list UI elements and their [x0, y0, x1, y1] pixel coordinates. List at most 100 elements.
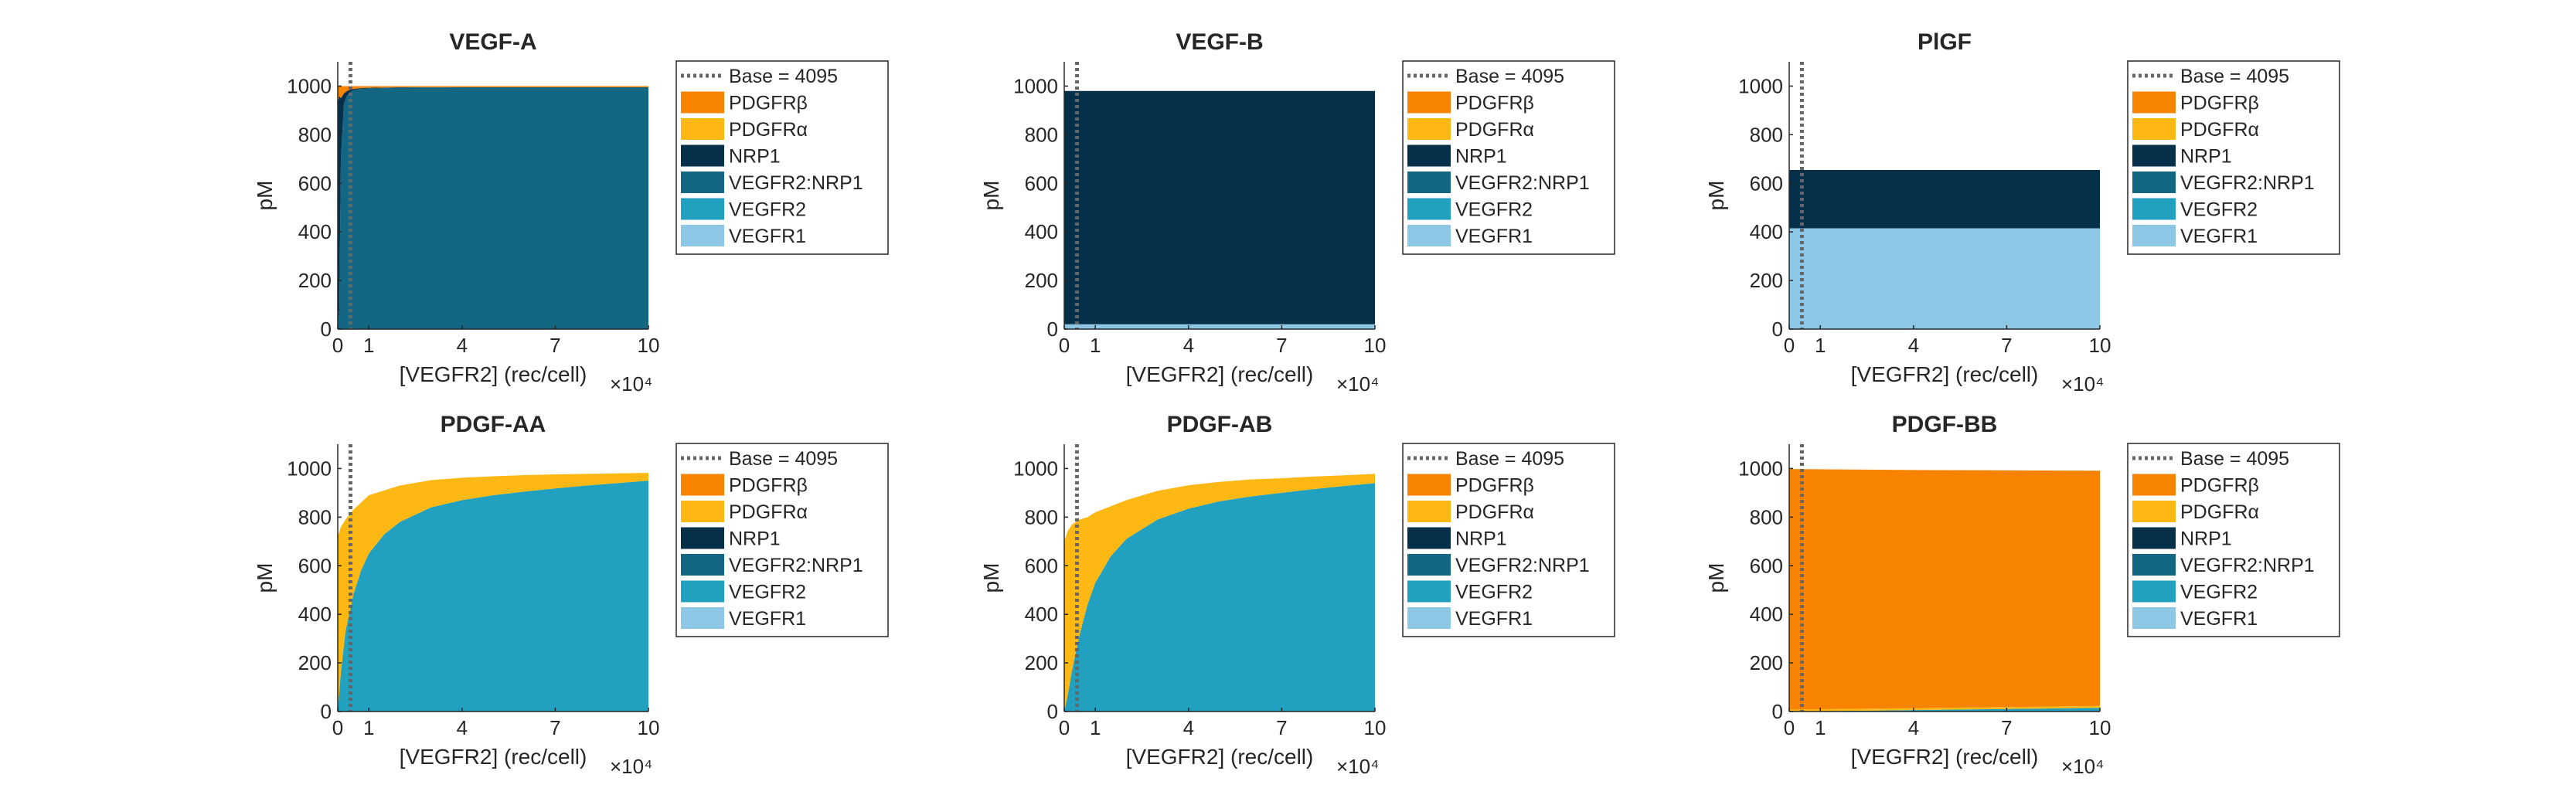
- legend-swatch: [681, 144, 724, 167]
- y-tick-label: 600: [298, 172, 332, 195]
- legend-item: NRP1: [1407, 144, 1507, 168]
- x-tick-label: 10: [1364, 716, 1387, 739]
- legend-swatch: [1407, 144, 1451, 167]
- y-tick-label: 200: [1750, 269, 1783, 292]
- x-tick-label: 1: [363, 334, 374, 357]
- legend-swatch: [2132, 580, 2176, 603]
- legend-item: VEGFR1: [1407, 607, 1533, 630]
- legend-swatch: [1407, 580, 1451, 603]
- area-pdgfrb: [1789, 469, 2100, 710]
- y-tick-label: 800: [298, 505, 332, 528]
- x-tick-label: 7: [2001, 716, 2012, 739]
- x-tick-label: 4: [1908, 334, 1919, 357]
- legend-item: PDGFRα: [681, 501, 808, 523]
- chart-title: PDGF-AB: [1167, 412, 1273, 437]
- x-tick-label: 4: [457, 716, 468, 739]
- x-axis-label: [VEGFR2] (rec/cell): [400, 362, 587, 386]
- legend-label: PDGFRα: [729, 501, 808, 523]
- legend-label: PDGFRα: [2180, 119, 2259, 141]
- y-axis-label: pM: [1704, 181, 1728, 211]
- legend-item: VEGFR2:NRP1: [1407, 554, 1590, 576]
- legend-item: VEGFR2:NRP1: [681, 554, 863, 576]
- legend-label: VEGFR2:NRP1: [2180, 172, 2315, 194]
- stacked-areas: [338, 473, 648, 712]
- legend-item: PDGFRβ: [681, 91, 808, 114]
- chart-title: PDGF-BB: [1892, 412, 1998, 437]
- legend-label: Base = 4095: [729, 448, 838, 470]
- legend-label: PDGFRβ: [729, 93, 808, 114]
- legend-label: PDGFRα: [1455, 501, 1534, 523]
- y-tick-label: 1000: [287, 74, 332, 97]
- legend-swatch: [2132, 172, 2176, 193]
- y-tick-label: 200: [1025, 269, 1058, 292]
- x-tick-label: 4: [457, 334, 468, 357]
- x-tick-label: 4: [1908, 716, 1919, 739]
- legend-item: NRP1: [2132, 144, 2232, 168]
- x-axis-exponent: ×10⁴: [1336, 372, 1379, 396]
- legend-swatch: [1407, 225, 1451, 246]
- x-tick-label: 1: [1090, 716, 1101, 739]
- y-tick-label: 600: [1750, 172, 1783, 195]
- legend-item: VEGFR2: [1407, 198, 1533, 221]
- area-pdgfra: [338, 473, 648, 712]
- legend-label: VEGFR1: [1455, 226, 1533, 247]
- legend-swatch: [681, 172, 724, 193]
- legend-label: PDGFRα: [729, 119, 808, 141]
- legend-item: VEGFR2: [681, 198, 806, 221]
- legend-label: Base = 4095: [729, 66, 838, 87]
- legend-item: VEGFR2: [681, 580, 806, 603]
- y-tick-label: 800: [1025, 505, 1058, 528]
- y-axis-label: pM: [253, 563, 277, 593]
- legend: Base = 4095 PDGFRβ PDGFRα NRP1 VEGFR2:NRP1 VE…: [675, 60, 889, 255]
- x-axis-exponent: ×10⁴: [2061, 372, 2104, 396]
- legend-item: PDGFRα: [2132, 501, 2259, 523]
- legend-item: VEGFR1: [2132, 607, 2258, 630]
- legend-label: PDGFRβ: [729, 475, 808, 497]
- legend: Base = 4095 PDGFRβ PDGFRα NRP1 VEGFR2:NRP1 VE…: [1402, 60, 1615, 255]
- x-tick-label: 0: [332, 716, 343, 739]
- x-tick-label: 10: [2089, 716, 2112, 739]
- legend-swatch: [681, 580, 724, 603]
- legend-item: VEGFR2: [2132, 198, 2258, 221]
- legend-swatch: [681, 118, 724, 140]
- x-axis-label: [VEGFR2] (rec/cell): [400, 745, 587, 769]
- legend-label: Base = 4095: [1455, 448, 1564, 470]
- x-axis-exponent: ×10⁴: [2061, 755, 2104, 778]
- y-tick-label: 1000: [1738, 457, 1783, 480]
- y-tick-label: 1000: [287, 457, 332, 480]
- area-nrp1: [1064, 90, 1375, 324]
- legend-swatch: [681, 501, 724, 522]
- x-axis-exponent: ×10⁴: [1336, 755, 1379, 778]
- legend-item: PDGFRβ: [681, 474, 808, 497]
- y-axis-label: pM: [253, 181, 277, 211]
- legend-swatch: [681, 198, 724, 220]
- legend-label: PDGFRβ: [1455, 93, 1534, 114]
- legend-label: Base = 4095: [2180, 66, 2289, 87]
- chart-title: PDGF-AA: [441, 412, 546, 437]
- y-tick-label: 400: [1750, 220, 1783, 243]
- chart-title: VEGF-B: [1176, 29, 1263, 55]
- legend-swatch: [2132, 501, 2176, 522]
- legend-item: PDGFRα: [1407, 118, 1534, 141]
- legend-swatch: [1407, 554, 1451, 576]
- legend-label: PDGFRβ: [2180, 475, 2259, 497]
- y-tick-label: 600: [1750, 554, 1783, 577]
- legend-label: VEGFR2: [2180, 582, 2258, 603]
- area-vegfr1: [1064, 324, 1375, 329]
- legend-item: Base = 4095: [681, 66, 838, 87]
- legend-label: PDGFRβ: [1455, 475, 1534, 497]
- legend-swatch: [2132, 198, 2176, 220]
- y-tick-label: 400: [1750, 603, 1783, 626]
- legend-swatch: [681, 554, 724, 576]
- x-tick-label: 7: [550, 334, 560, 357]
- y-tick-label: 0: [1772, 700, 1783, 723]
- legend-label: Base = 4095: [2180, 448, 2289, 470]
- legend-label: VEGFR1: [2180, 226, 2258, 247]
- legend-item: VEGFR2:NRP1: [2132, 554, 2315, 576]
- y-tick-label: 200: [1750, 651, 1783, 674]
- legend-item: VEGFR2:NRP1: [1407, 172, 1590, 194]
- x-tick-label: 10: [638, 716, 660, 739]
